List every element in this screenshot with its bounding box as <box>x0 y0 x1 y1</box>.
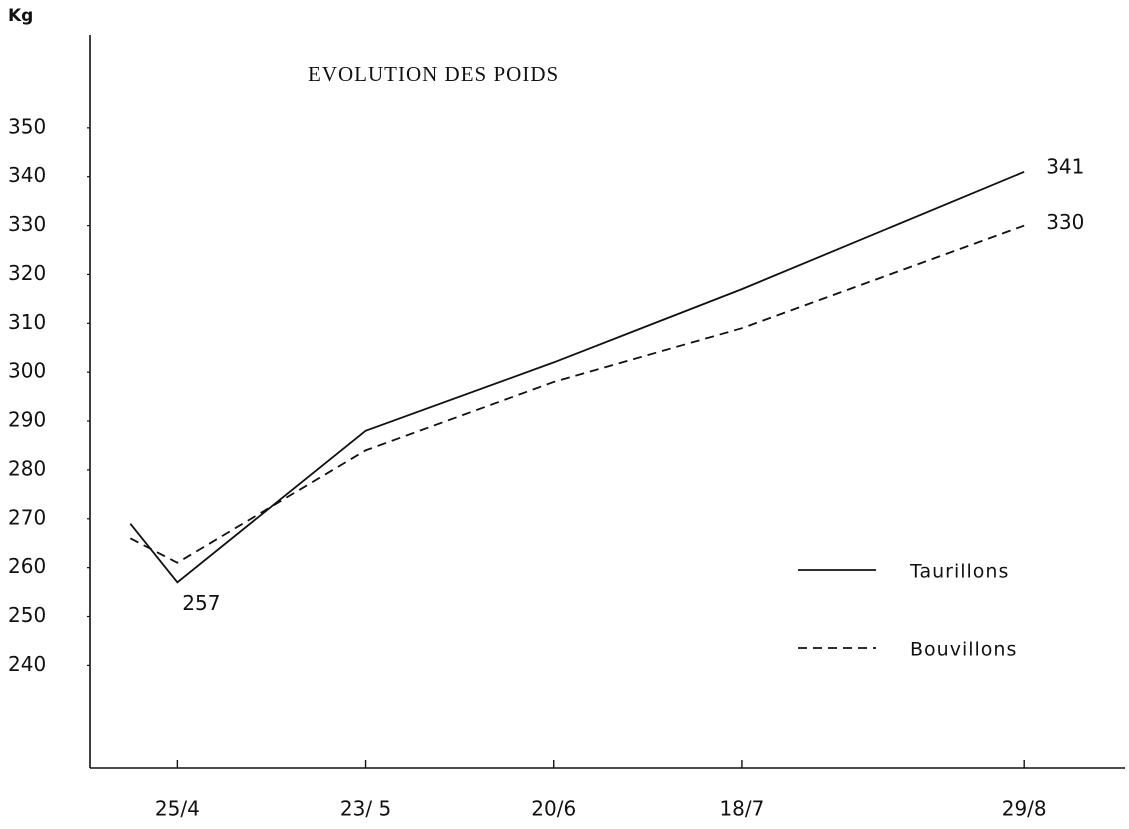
point-label: 257 <box>182 591 220 615</box>
y-tick-label: 280 <box>8 456 46 480</box>
y-tick-label: 330 <box>8 212 46 236</box>
legend-label: Taurillons <box>909 561 1009 583</box>
series-line <box>129 170 1025 584</box>
y-tick-label: 250 <box>8 603 46 627</box>
y-tick-label: 290 <box>8 408 46 432</box>
x-tick-label: 20/6 <box>531 797 576 821</box>
x-tick-label: 18/7 <box>719 797 764 821</box>
y-tick-label: 340 <box>8 163 46 187</box>
x-tick-label: 23/ 5 <box>340 797 391 821</box>
chart-title: EVOLUTION DES POIDS <box>308 62 559 86</box>
y-tick-label: 260 <box>8 554 46 578</box>
legend-label: Bouvillons <box>910 639 1017 661</box>
y-tick-label: 350 <box>8 114 46 138</box>
end-label: 341 <box>1046 154 1084 178</box>
y-tick-label: 320 <box>8 261 46 285</box>
end-label: 330 <box>1046 210 1084 234</box>
y-tick-label: 270 <box>8 505 46 529</box>
x-tick-label: 25/4 <box>155 797 200 821</box>
y-tick-label: 310 <box>8 310 46 334</box>
y-tick-label: 300 <box>8 359 46 383</box>
y-axis-label: Kg <box>8 6 33 26</box>
x-tick-label: 29/8 <box>1002 797 1047 821</box>
y-tick-label: 240 <box>8 652 46 676</box>
